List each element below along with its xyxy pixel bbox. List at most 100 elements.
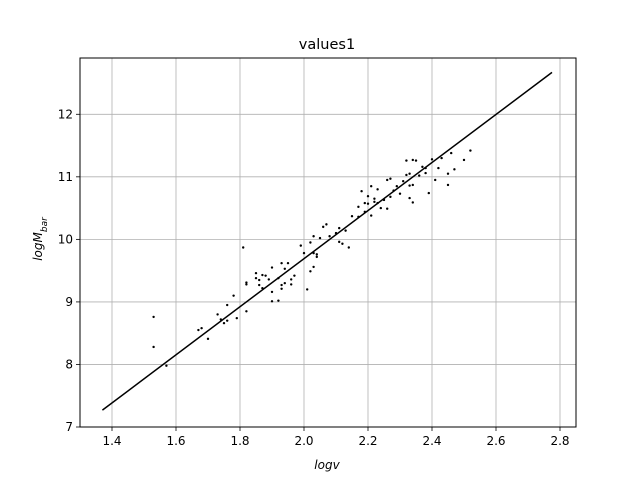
- data-point: [411, 158, 414, 162]
- data-point: [376, 188, 379, 191]
- data-point: [245, 310, 248, 313]
- y-axis-label-sub: bar: [40, 216, 50, 232]
- data-point: [254, 276, 258, 280]
- y-axis-label: logMbar: [31, 216, 50, 261]
- data-point: [309, 270, 312, 273]
- data-point: [206, 337, 210, 341]
- data-point: [222, 321, 226, 325]
- data-point: [370, 185, 373, 188]
- data-point: [152, 345, 155, 349]
- fit-line-layer: [101, 71, 553, 411]
- data-point: [408, 184, 411, 187]
- data-point: [347, 246, 350, 249]
- data-point: [200, 326, 203, 330]
- data-point: [405, 173, 408, 177]
- data-point: [283, 267, 286, 270]
- data-point: [322, 225, 325, 229]
- data-point: [363, 201, 366, 205]
- data-point: [258, 283, 261, 287]
- data-point: [408, 196, 411, 200]
- data-point: [325, 223, 328, 226]
- x-tick-label: 2.0: [294, 434, 313, 448]
- x-tick-label: 1.4: [102, 434, 121, 448]
- data-point: [338, 240, 341, 244]
- x-tick-label: 2.8: [550, 434, 569, 448]
- data-point: [386, 178, 389, 182]
- data-point: [235, 316, 238, 320]
- data-point: [280, 287, 283, 290]
- fit-line: [101, 71, 553, 411]
- data-point: [414, 159, 418, 162]
- data-point: [418, 174, 421, 177]
- x-tick-label: 2.6: [486, 434, 505, 448]
- data-point: [270, 266, 274, 269]
- data-point: [430, 158, 434, 161]
- data-point: [408, 172, 411, 175]
- data-point: [424, 171, 427, 175]
- data-point: [315, 253, 318, 256]
- data-point: [283, 281, 286, 285]
- data-point: [165, 364, 168, 367]
- data-point: [411, 183, 414, 187]
- data-point: [373, 200, 376, 204]
- ticks: 1.4 1.6 1.8 2.0 2.2 2.4 2.6 2.8 7 8 9 10 11 12: [58, 107, 570, 448]
- data-point: [398, 192, 402, 195]
- y-tick-label: 8: [65, 357, 73, 371]
- data-point: [437, 166, 440, 170]
- data-point: [254, 271, 258, 275]
- data-point: [379, 206, 382, 210]
- grid: [80, 58, 576, 428]
- data-point: [226, 303, 229, 307]
- data-point: [309, 241, 312, 244]
- data-point: [405, 159, 408, 162]
- data-point: [312, 235, 315, 238]
- data-point: [258, 278, 261, 282]
- data-point: [338, 226, 341, 230]
- data-point: [421, 165, 424, 169]
- data-point: [450, 151, 453, 155]
- data-point: [440, 156, 443, 160]
- data-point: [350, 215, 354, 218]
- data-point: [264, 274, 267, 277]
- data-point: [270, 300, 274, 303]
- data-point: [434, 178, 437, 182]
- data-point: [232, 294, 235, 297]
- y-tick-label: 12: [58, 107, 73, 121]
- data-point: [216, 313, 219, 316]
- data-point: [267, 278, 270, 281]
- data-point: [306, 288, 309, 291]
- data-point: [293, 274, 296, 277]
- data-point: [344, 229, 347, 232]
- data-point: [245, 281, 248, 284]
- data-point: [462, 158, 466, 162]
- y-axis-label-main: logM: [31, 232, 45, 261]
- data-point: [226, 319, 229, 322]
- data-point: [370, 214, 373, 217]
- y-tick-label: 7: [65, 420, 73, 434]
- data-point: [389, 195, 392, 199]
- data-point: [270, 290, 274, 294]
- data-point: [318, 236, 322, 240]
- y-tick-label: 10: [58, 232, 73, 246]
- data-point: [395, 185, 398, 188]
- data-point: [341, 242, 344, 245]
- y-tick-label: 11: [58, 170, 73, 184]
- data-point: [245, 283, 248, 286]
- data-point: [315, 255, 318, 259]
- data-point: [302, 251, 306, 255]
- x-tick-label: 1.8: [230, 434, 249, 448]
- data-point: [290, 283, 293, 286]
- data-point: [389, 177, 392, 180]
- y-tick-label: 9: [65, 295, 73, 309]
- data-point: [469, 149, 472, 152]
- data-point: [360, 190, 363, 193]
- data-point: [366, 202, 370, 205]
- data-point: [242, 246, 245, 249]
- data-point: [280, 283, 283, 287]
- data-point: [402, 180, 405, 183]
- data-point: [386, 207, 389, 210]
- data-point: [312, 265, 315, 269]
- x-tick-label: 2.4: [422, 434, 441, 448]
- data-point: [197, 328, 200, 332]
- data-point: [427, 191, 430, 195]
